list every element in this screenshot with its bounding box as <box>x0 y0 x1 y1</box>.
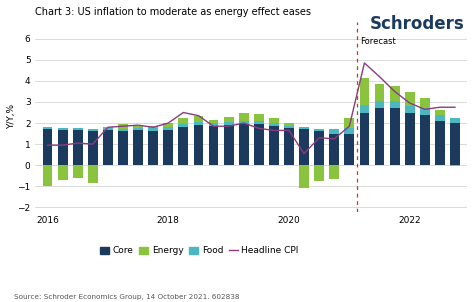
Y-axis label: Y/Y,%: Y/Y,% <box>7 104 16 129</box>
Text: Source: Schroder Economics Group, 14 October 2021. 602838: Source: Schroder Economics Group, 14 Oct… <box>14 294 240 300</box>
Bar <box>133 128 143 130</box>
Bar <box>164 130 173 165</box>
Bar <box>284 128 294 165</box>
Bar <box>254 124 264 165</box>
Bar <box>239 113 248 121</box>
Bar <box>299 165 309 188</box>
Bar <box>450 165 460 166</box>
Bar <box>58 130 67 165</box>
Bar <box>405 113 415 165</box>
Bar <box>329 129 339 133</box>
Bar <box>43 127 53 129</box>
Bar <box>435 121 445 165</box>
Bar <box>450 123 460 165</box>
Bar <box>374 84 384 101</box>
Bar <box>164 123 173 127</box>
Bar <box>345 118 354 128</box>
Bar <box>390 86 400 101</box>
Bar <box>360 105 369 113</box>
Bar <box>118 129 128 131</box>
Bar <box>103 128 113 130</box>
Bar <box>73 130 82 165</box>
Bar <box>254 121 264 124</box>
Bar <box>43 165 53 186</box>
Bar <box>450 118 460 123</box>
Bar <box>118 131 128 165</box>
Bar <box>148 128 158 131</box>
Text: Forecast: Forecast <box>360 37 396 46</box>
Bar <box>209 123 219 126</box>
Bar <box>88 129 98 131</box>
Bar <box>284 123 294 126</box>
Bar <box>299 129 309 165</box>
Bar <box>209 120 219 123</box>
Bar <box>284 126 294 128</box>
Bar <box>390 108 400 165</box>
Bar <box>43 129 53 165</box>
Bar <box>103 130 113 165</box>
Bar <box>405 92 415 106</box>
Bar <box>193 116 203 122</box>
Bar <box>269 123 279 126</box>
Bar <box>224 122 234 125</box>
Bar <box>314 129 324 131</box>
Bar <box>435 115 445 121</box>
Bar <box>435 111 445 115</box>
Bar <box>164 127 173 130</box>
Bar <box>420 108 430 115</box>
Bar <box>148 131 158 165</box>
Bar <box>58 128 67 130</box>
Bar <box>193 125 203 165</box>
Legend: Core, Energy, Food, Headline CPI: Core, Energy, Food, Headline CPI <box>97 243 302 259</box>
Bar <box>178 127 188 165</box>
Bar <box>420 98 430 108</box>
Bar <box>314 131 324 165</box>
Bar <box>133 126 143 128</box>
Bar <box>103 127 113 128</box>
Bar <box>269 118 279 123</box>
Bar <box>224 125 234 165</box>
Bar <box>314 165 324 181</box>
Bar <box>209 126 219 165</box>
Bar <box>239 124 248 165</box>
Bar <box>88 165 98 183</box>
Text: Schroders: Schroders <box>370 15 465 33</box>
Bar <box>269 126 279 165</box>
Bar <box>148 126 158 128</box>
Bar <box>178 118 188 124</box>
Bar <box>88 131 98 165</box>
Text: Chart 3: US inflation to moderate as energy effect eases: Chart 3: US inflation to moderate as ene… <box>36 7 311 17</box>
Bar <box>374 101 384 108</box>
Bar <box>345 128 354 133</box>
Bar <box>390 101 400 108</box>
Bar <box>329 165 339 179</box>
Bar <box>405 106 415 113</box>
Bar <box>360 78 369 105</box>
Bar <box>118 124 128 129</box>
Bar <box>58 165 67 180</box>
Bar <box>420 115 430 165</box>
Bar <box>254 114 264 121</box>
Bar <box>133 130 143 165</box>
Bar <box>178 124 188 127</box>
Bar <box>374 108 384 165</box>
Bar <box>360 113 369 165</box>
Bar <box>299 127 309 129</box>
Bar <box>329 133 339 165</box>
Bar <box>345 133 354 165</box>
Bar <box>239 121 248 124</box>
Bar <box>224 117 234 122</box>
Bar <box>193 122 203 125</box>
Bar <box>73 165 82 178</box>
Bar <box>73 128 82 130</box>
